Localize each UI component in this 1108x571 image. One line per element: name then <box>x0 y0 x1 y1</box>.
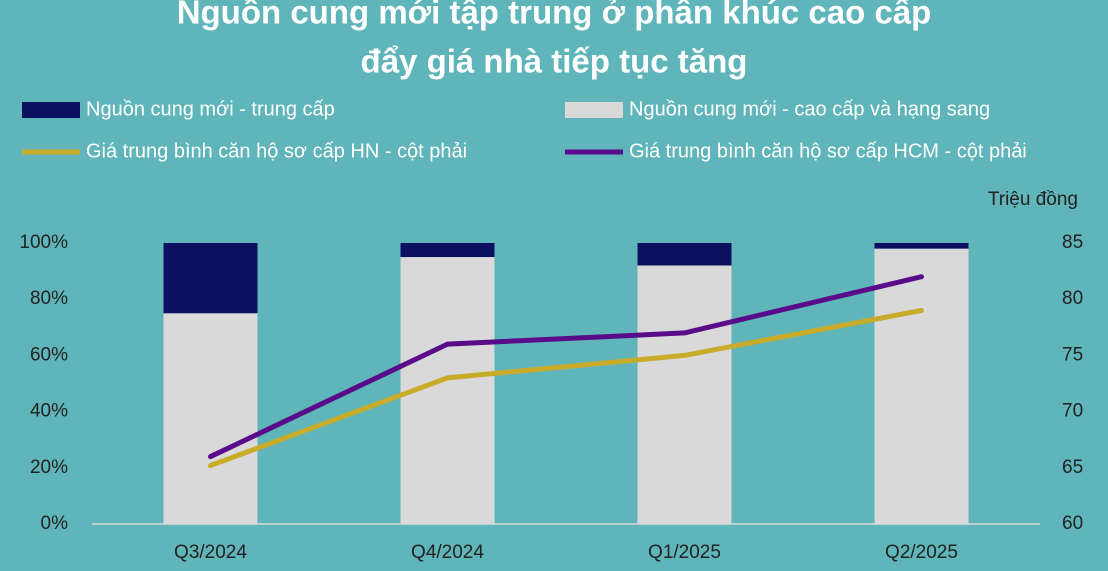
bar <box>874 243 969 249</box>
legend-label: Nguồn cung mới - cao cấp và hạng sang <box>629 98 990 120</box>
chart-title: đẩy giá nhà tiếp tục tăng <box>361 43 748 80</box>
x-tick-label: Q1/2025 <box>648 542 721 563</box>
legend-swatch <box>22 102 80 118</box>
legend-label: Nguồn cung mới - trung cấp <box>86 98 335 120</box>
legend-swatch <box>565 102 623 118</box>
y2-tick-label: 85 <box>1062 232 1083 253</box>
y2-tick-label: 70 <box>1062 401 1083 422</box>
y2-tick-label: 60 <box>1062 513 1083 534</box>
line <box>208 307 924 469</box>
y-tick-label: 100% <box>19 232 68 253</box>
legend-label: Giá trung bình căn hộ sơ cấp HCM - cột p… <box>629 140 1027 162</box>
y-tick-label: 20% <box>30 457 68 478</box>
y2-axis-label: Triệu đồng <box>988 189 1078 210</box>
x-tick-label: Q3/2024 <box>174 542 247 563</box>
legend-label: Giá trung bình căn hộ sơ cấp HN - cột ph… <box>86 140 467 162</box>
bar <box>163 313 258 524</box>
chart-title: Nguồn cung mới tập trung ở phân khúc cao… <box>177 0 932 31</box>
bar <box>874 248 969 524</box>
y-tick-label: 0% <box>41 513 69 534</box>
x-tick-label: Q2/2025 <box>885 542 958 563</box>
bar <box>637 265 732 524</box>
bar <box>163 243 258 314</box>
line <box>208 274 924 460</box>
x-tick-label: Q4/2024 <box>411 542 484 563</box>
bar <box>637 243 732 266</box>
y-tick-label: 80% <box>30 288 68 309</box>
y-tick-label: 40% <box>30 401 68 422</box>
y-tick-label: 60% <box>30 344 68 365</box>
y2-tick-label: 65 <box>1062 457 1083 478</box>
y2-tick-label: 80 <box>1062 288 1083 309</box>
bar <box>400 243 495 258</box>
y2-tick-label: 75 <box>1062 344 1083 365</box>
